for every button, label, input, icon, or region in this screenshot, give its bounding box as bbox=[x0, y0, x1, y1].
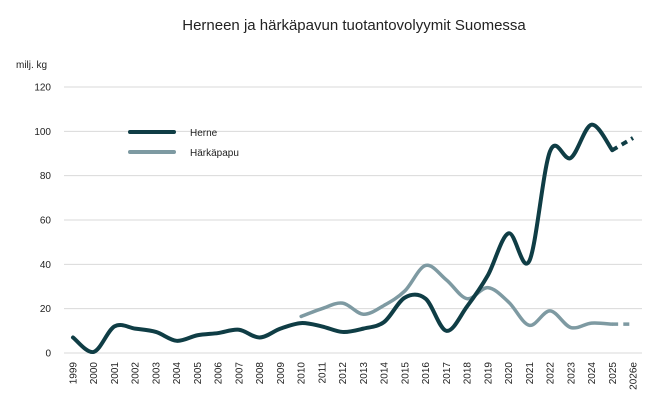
x-tick-label: 2003 bbox=[151, 362, 162, 385]
x-tick-label: 2025 bbox=[608, 362, 619, 385]
y-axis-unit-label: milj. kg bbox=[16, 60, 47, 71]
y-tick-label: 20 bbox=[40, 304, 52, 315]
x-tick-label: 2007 bbox=[234, 362, 245, 385]
chart-title: Herneen ja härkäpavun tuotantovolyymit S… bbox=[182, 17, 526, 34]
legend: Herne Härkäpapu bbox=[128, 128, 239, 159]
x-tick-label: 2021 bbox=[525, 362, 536, 385]
y-tick-label: 60 bbox=[40, 216, 52, 227]
x-tick-label: 2018 bbox=[463, 362, 474, 385]
x-tick-label: 2004 bbox=[172, 362, 183, 385]
y-tick-label: 120 bbox=[34, 83, 51, 94]
x-tick-label: 2020 bbox=[504, 362, 515, 385]
series-line-herne bbox=[71, 122, 615, 354]
y-tick-label: 0 bbox=[45, 349, 51, 360]
x-tick-label: 2014 bbox=[380, 362, 391, 385]
x-tick-label: 2008 bbox=[255, 362, 266, 385]
x-tick-label: 2016 bbox=[421, 362, 432, 385]
x-tick-label: 2024 bbox=[587, 362, 598, 385]
x-tick-label: 2001 bbox=[110, 362, 121, 385]
x-axis-ticks: 1999 2000 2001 2002 2003 2004 2005 2006 2007 2008… bbox=[69, 362, 640, 390]
x-tick-label: 2022 bbox=[546, 362, 557, 385]
series-lines bbox=[71, 122, 635, 354]
y-tick-label: 100 bbox=[34, 127, 51, 138]
legend-label-herne: Herne bbox=[190, 128, 218, 139]
x-tick-label: 1999 bbox=[69, 362, 80, 385]
x-tick-label: 2023 bbox=[566, 362, 577, 385]
y-axis-ticks: 0 20 40 60 80 100 120 bbox=[34, 83, 51, 360]
x-tick-label: 2010 bbox=[297, 362, 308, 385]
y-tick-label: 80 bbox=[40, 171, 52, 182]
y-tick-label: 40 bbox=[40, 260, 52, 271]
series-estimate-line-herne bbox=[611, 136, 635, 152]
x-tick-label: 2012 bbox=[338, 362, 349, 385]
x-tick-label: 2009 bbox=[276, 362, 287, 385]
x-tick-label: 2006 bbox=[214, 362, 225, 385]
x-tick-label: 2019 bbox=[483, 362, 494, 385]
x-tick-label: 2002 bbox=[131, 362, 142, 385]
x-tick-label: 2011 bbox=[317, 362, 328, 384]
x-tick-label: 2017 bbox=[442, 362, 453, 385]
x-tick-label: 2005 bbox=[193, 362, 204, 385]
x-tick-label: 2000 bbox=[89, 362, 100, 385]
x-tick-label: 2026e bbox=[629, 362, 640, 390]
series-line-harkapapu bbox=[299, 263, 615, 330]
x-tick-label: 2015 bbox=[400, 362, 411, 385]
x-tick-label: 2013 bbox=[359, 362, 370, 385]
legend-label-harkapapu: Härkäpapu bbox=[190, 148, 239, 159]
